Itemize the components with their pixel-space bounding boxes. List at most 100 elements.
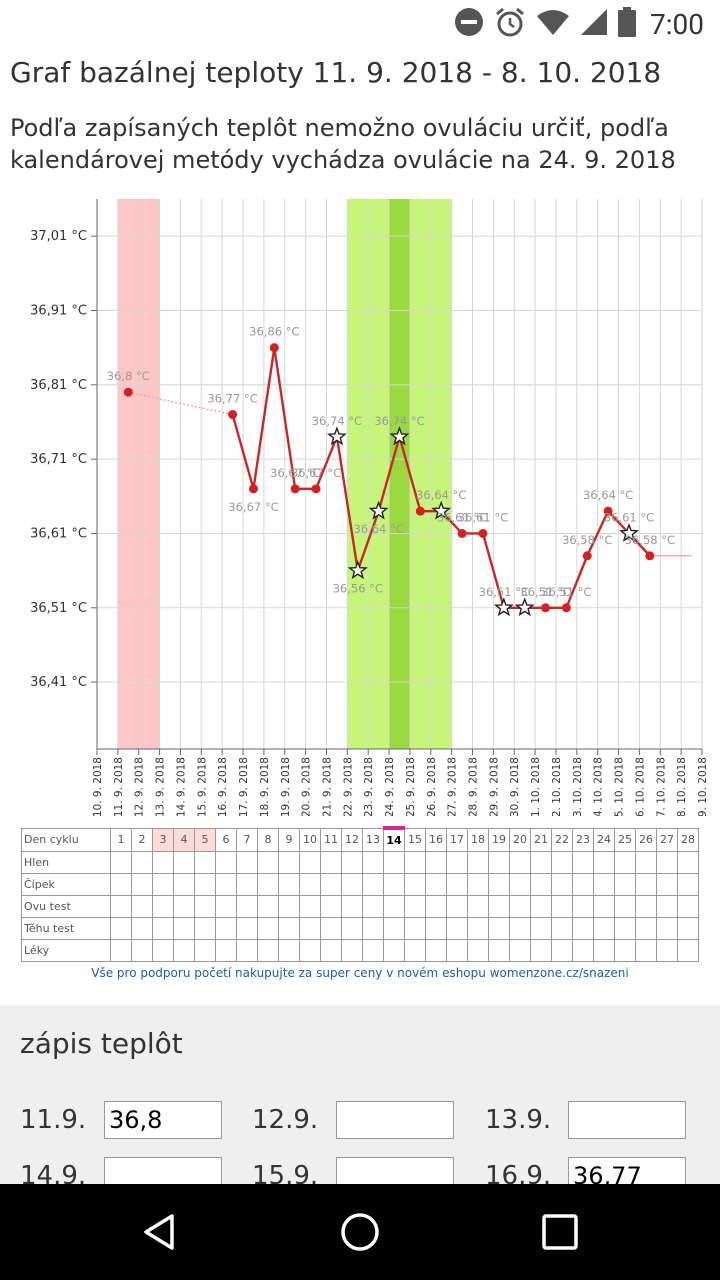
table-cell[interactable]	[278, 917, 300, 940]
back-button[interactable]	[134, 1206, 186, 1258]
table-cell[interactable]	[278, 939, 300, 962]
table-cell[interactable]	[635, 873, 657, 896]
table-cell[interactable]	[152, 917, 174, 940]
table-cell[interactable]	[320, 895, 342, 918]
table-cell[interactable]	[299, 895, 321, 918]
table-cell[interactable]	[257, 895, 279, 918]
table-cell[interactable]	[446, 939, 468, 962]
table-cell[interactable]	[677, 917, 699, 940]
table-cell[interactable]	[509, 939, 531, 962]
table-cell[interactable]	[236, 873, 258, 896]
table-cell[interactable]	[446, 873, 468, 896]
table-cell[interactable]	[257, 917, 279, 940]
table-cell[interactable]	[425, 873, 447, 896]
table-cell[interactable]	[215, 873, 237, 896]
table-cell[interactable]	[635, 917, 657, 940]
table-cell[interactable]	[257, 851, 279, 874]
table-cell[interactable]	[593, 895, 615, 918]
table-cell[interactable]	[467, 895, 489, 918]
table-cell[interactable]	[656, 873, 678, 896]
table-cell[interactable]	[131, 873, 153, 896]
table-cell[interactable]	[215, 895, 237, 918]
table-cell[interactable]	[362, 895, 384, 918]
table-cell[interactable]	[467, 873, 489, 896]
temp-input[interactable]	[568, 1101, 686, 1139]
table-cell[interactable]	[383, 851, 405, 874]
table-cell[interactable]	[530, 917, 552, 940]
table-cell[interactable]	[131, 895, 153, 918]
table-cell[interactable]	[488, 917, 510, 940]
table-cell[interactable]	[110, 873, 132, 896]
table-cell[interactable]	[236, 851, 258, 874]
table-cell[interactable]	[215, 939, 237, 962]
temp-input[interactable]	[104, 1101, 222, 1139]
table-cell[interactable]	[446, 851, 468, 874]
table-cell[interactable]	[509, 851, 531, 874]
table-cell[interactable]	[194, 851, 216, 874]
table-cell[interactable]	[593, 851, 615, 874]
table-cell[interactable]	[299, 939, 321, 962]
table-cell[interactable]	[488, 873, 510, 896]
table-cell[interactable]	[110, 895, 132, 918]
table-cell[interactable]	[572, 917, 594, 940]
table-cell[interactable]	[551, 873, 573, 896]
table-cell[interactable]	[509, 873, 531, 896]
table-cell[interactable]	[530, 895, 552, 918]
table-cell[interactable]	[362, 851, 384, 874]
table-cell[interactable]	[236, 939, 258, 962]
table-cell[interactable]	[215, 851, 237, 874]
eshop-link[interactable]: Vše pro podporu početí nakupujte za supe…	[91, 966, 629, 980]
table-cell[interactable]	[299, 873, 321, 896]
table-cell[interactable]	[278, 895, 300, 918]
table-cell[interactable]	[320, 873, 342, 896]
table-cell[interactable]	[467, 917, 489, 940]
table-cell[interactable]	[152, 851, 174, 874]
table-cell[interactable]	[131, 939, 153, 962]
table-cell[interactable]	[635, 939, 657, 962]
table-cell[interactable]	[572, 851, 594, 874]
table-cell[interactable]	[320, 851, 342, 874]
table-cell[interactable]	[677, 939, 699, 962]
table-cell[interactable]	[152, 939, 174, 962]
table-cell[interactable]	[320, 917, 342, 940]
table-cell[interactable]	[446, 895, 468, 918]
recents-button[interactable]	[534, 1206, 586, 1258]
table-cell[interactable]	[530, 873, 552, 896]
table-cell[interactable]	[530, 939, 552, 962]
table-cell[interactable]	[194, 917, 216, 940]
table-cell[interactable]	[236, 917, 258, 940]
table-cell[interactable]	[488, 895, 510, 918]
table-cell[interactable]	[656, 895, 678, 918]
table-cell[interactable]	[110, 917, 132, 940]
table-cell[interactable]	[110, 939, 132, 962]
table-cell[interactable]	[614, 873, 636, 896]
table-cell[interactable]	[425, 895, 447, 918]
table-cell[interactable]	[404, 851, 426, 874]
table-cell[interactable]	[278, 851, 300, 874]
table-cell[interactable]	[635, 895, 657, 918]
table-cell[interactable]	[593, 917, 615, 940]
table-cell[interactable]	[614, 917, 636, 940]
table-cell[interactable]	[341, 851, 363, 874]
table-cell[interactable]	[656, 917, 678, 940]
table-cell[interactable]	[425, 939, 447, 962]
table-cell[interactable]	[194, 939, 216, 962]
table-cell[interactable]	[404, 873, 426, 896]
table-cell[interactable]	[572, 895, 594, 918]
table-cell[interactable]	[593, 939, 615, 962]
table-cell[interactable]	[341, 895, 363, 918]
table-cell[interactable]	[404, 895, 426, 918]
table-cell[interactable]	[425, 917, 447, 940]
table-cell[interactable]	[656, 939, 678, 962]
table-cell[interactable]	[110, 851, 132, 874]
table-cell[interactable]	[425, 851, 447, 874]
table-cell[interactable]	[236, 895, 258, 918]
table-cell[interactable]	[278, 873, 300, 896]
table-cell[interactable]	[593, 873, 615, 896]
table-cell[interactable]	[383, 895, 405, 918]
table-cell[interactable]	[572, 873, 594, 896]
table-cell[interactable]	[383, 939, 405, 962]
table-cell[interactable]	[572, 939, 594, 962]
table-cell[interactable]	[173, 939, 195, 962]
table-cell[interactable]	[551, 917, 573, 940]
